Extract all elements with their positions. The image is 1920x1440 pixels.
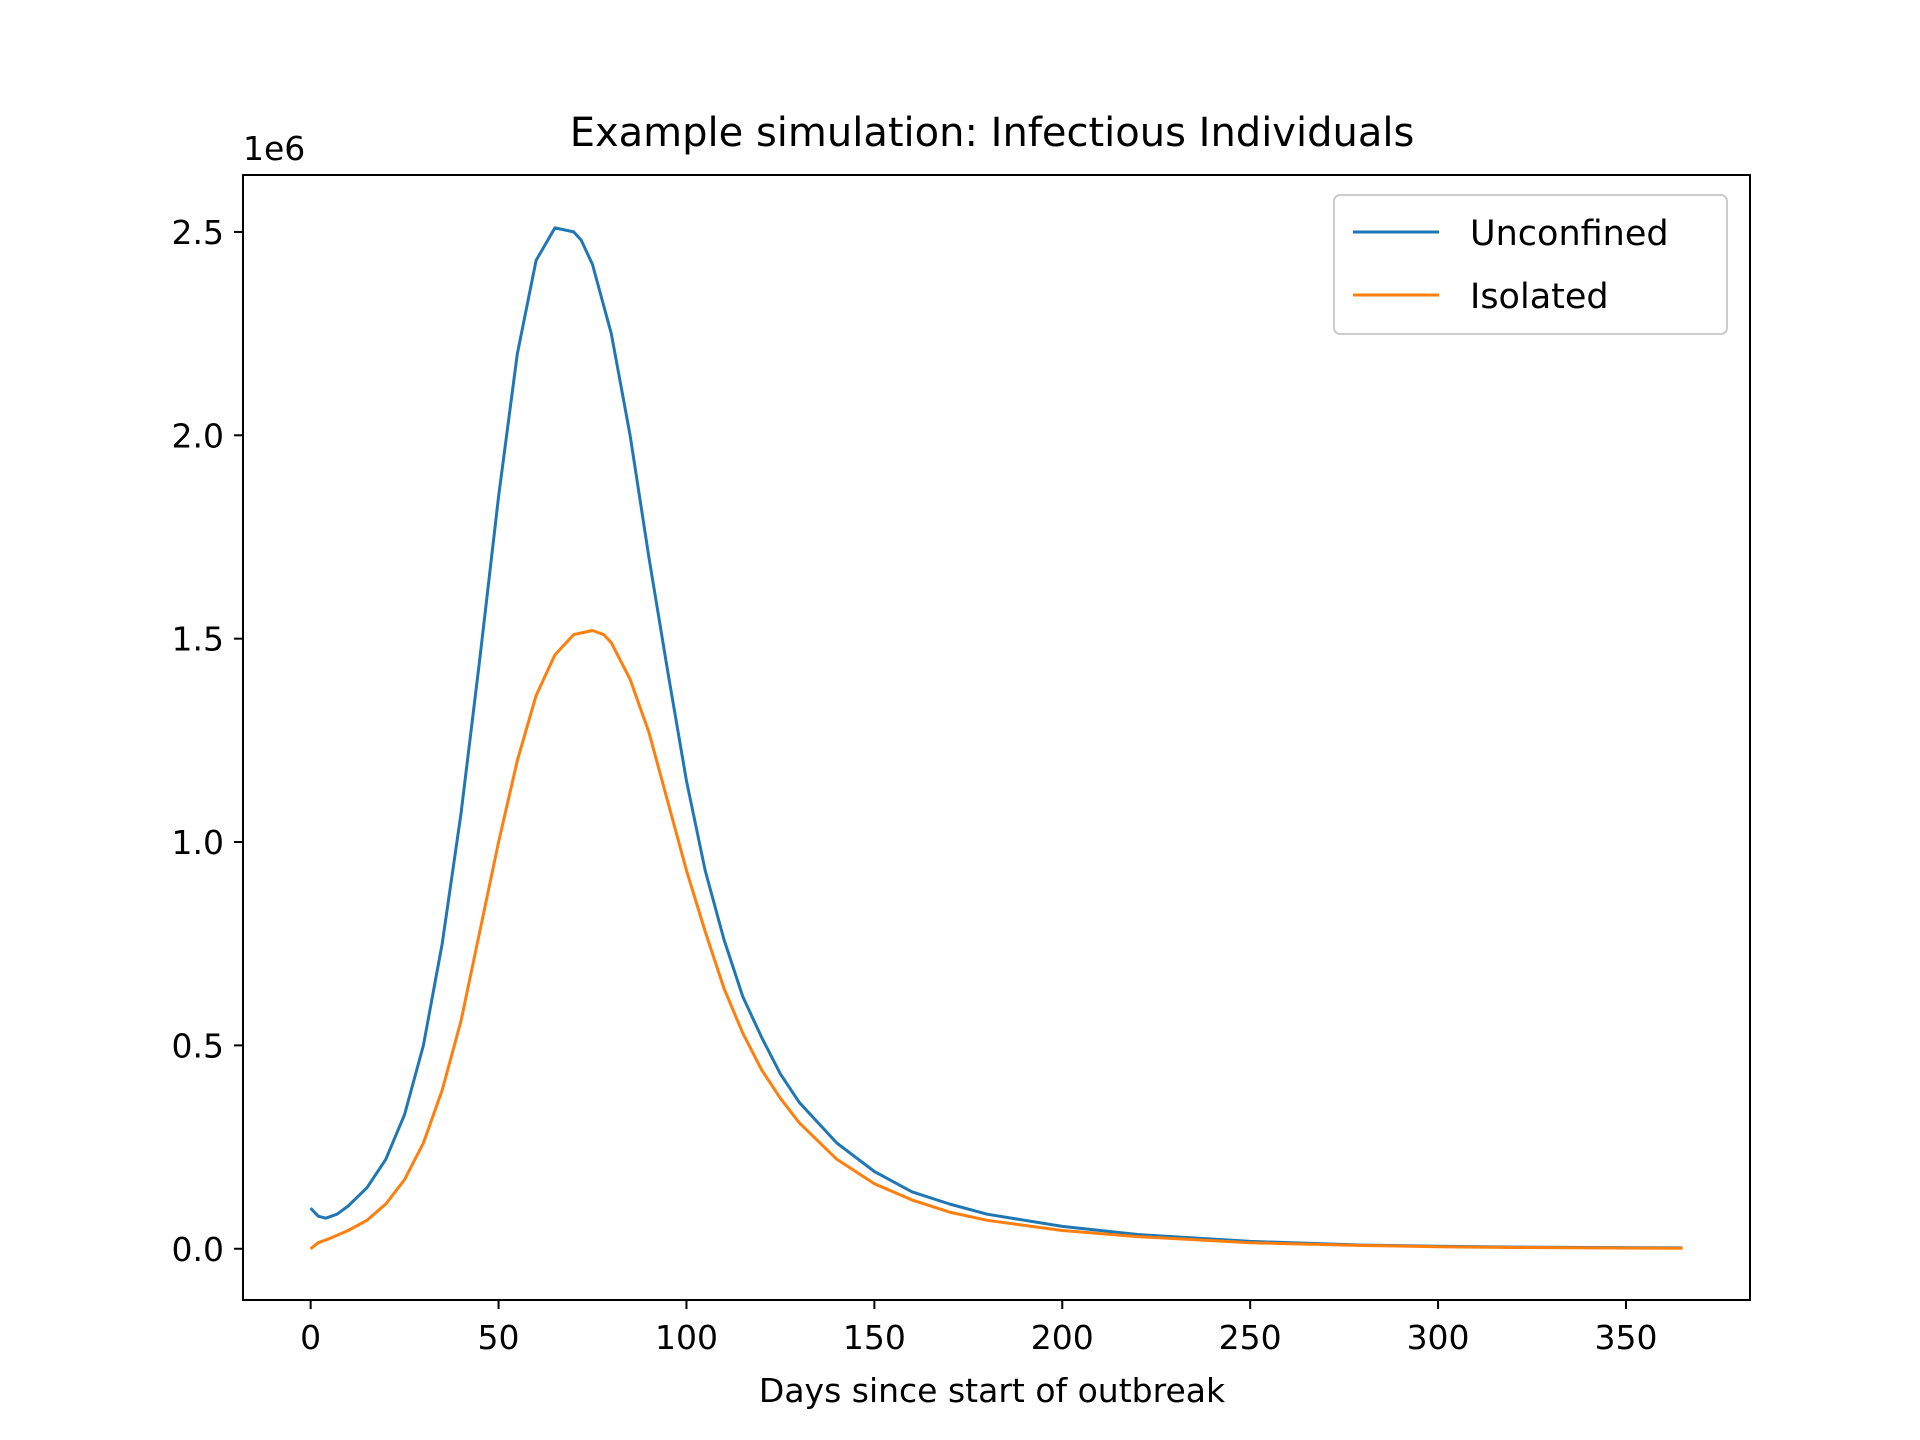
series-line-unconfined — [309, 226, 1683, 1250]
axes-frame — [242, 174, 1751, 1301]
y-tick-label: 1.5 — [172, 620, 224, 659]
x-axis-label: Days since start of outbreak — [759, 1371, 1226, 1410]
legend-label-unconfined: Unconfined — [1470, 214, 1669, 254]
x-tick-label: 100 — [655, 1318, 718, 1357]
y-axis-ticks: 0.0 0.5 1.0 1.5 2.0 2.5 — [172, 213, 243, 1269]
x-tick-label: 350 — [1594, 1318, 1657, 1357]
x-tick-label: 50 — [478, 1318, 520, 1357]
legend: Unconfined Isolated — [1333, 194, 1728, 335]
y-tick-label: 2.0 — [172, 416, 224, 455]
series-line-isolated — [309, 629, 1683, 1250]
y-tick-label: 1.0 — [172, 823, 224, 862]
legend-label-isolated: Isolated — [1470, 277, 1609, 317]
series-layer — [309, 226, 1683, 1250]
x-axis-ticks: 0 50 100 150 200 250 300 350 — [300, 1300, 1657, 1357]
y-tick-label: 2.5 — [172, 213, 224, 252]
x-tick-label: 150 — [843, 1318, 906, 1357]
x-tick-label: 200 — [1031, 1318, 1094, 1357]
y-tick-label: 0.0 — [172, 1230, 224, 1269]
chart-title: Example simulation: Infectious Individua… — [570, 110, 1415, 156]
x-tick-label: 250 — [1219, 1318, 1282, 1357]
legend-box — [1333, 194, 1728, 335]
x-tick-label: 0 — [300, 1318, 321, 1357]
y-tick-label: 0.5 — [172, 1026, 224, 1065]
y-axis-offset-label: 1e6 — [243, 129, 305, 168]
x-tick-label: 300 — [1407, 1318, 1470, 1357]
